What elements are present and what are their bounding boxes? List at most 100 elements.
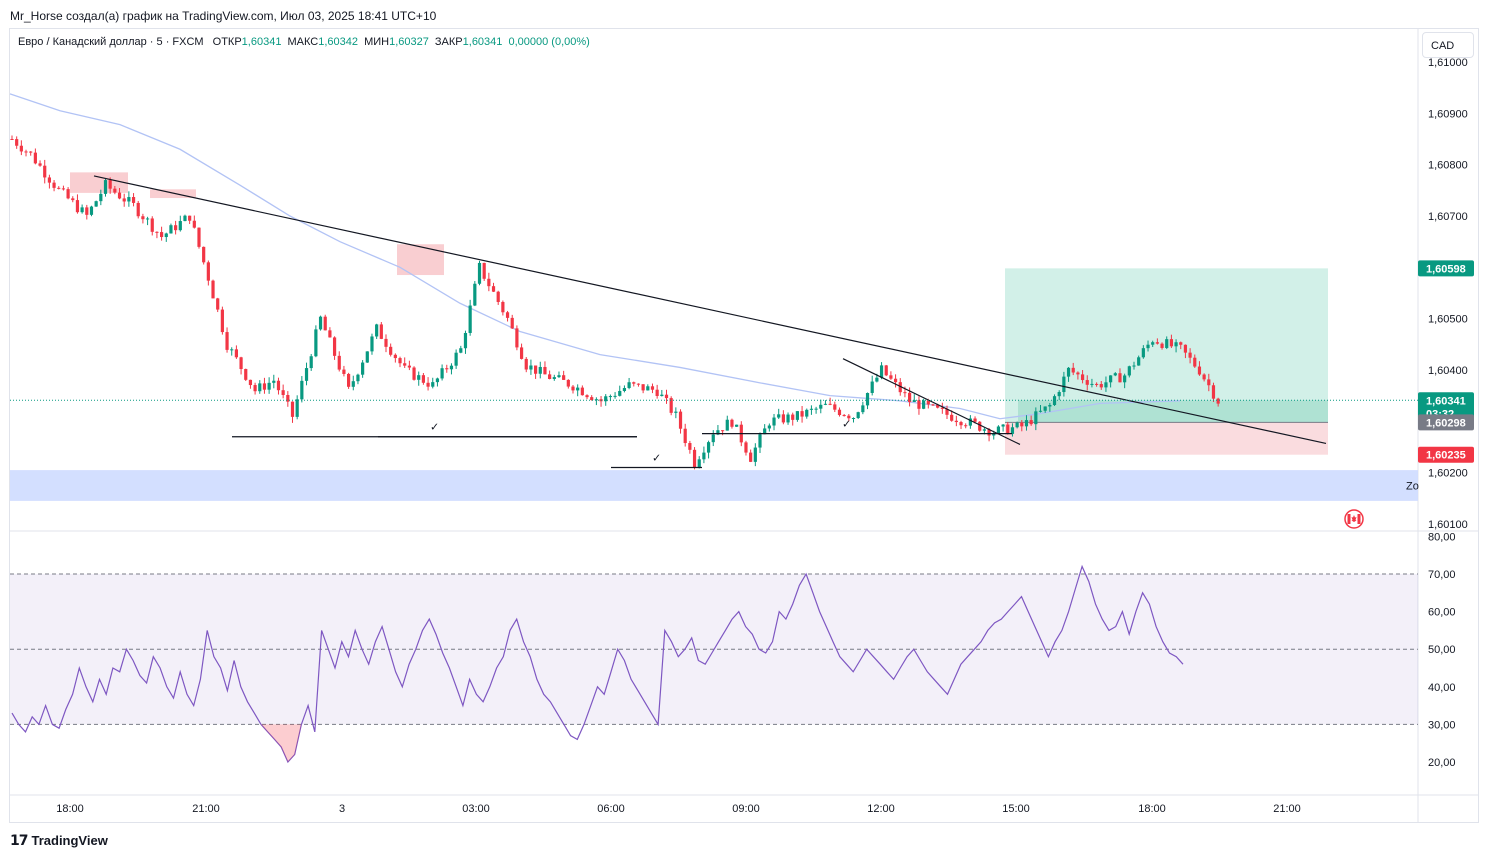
- moving-average-line[interactable]: [9, 93, 1181, 420]
- candle-body: [248, 379, 253, 386]
- candle-body: [1174, 342, 1178, 347]
- legend-high-value: 1,60342: [318, 36, 358, 48]
- candle-body: [697, 459, 701, 468]
- price-axis-tick: 1,60200: [1428, 468, 1468, 480]
- candle-body: [225, 332, 229, 350]
- candle-body: [174, 225, 178, 231]
- stop-price-tag[interactable]: [1418, 446, 1474, 463]
- target-price-tag[interactable]: [1418, 260, 1474, 277]
- candle-body: [945, 408, 949, 415]
- candle-body: [29, 151, 33, 153]
- candle-body: [239, 357, 243, 370]
- demand-zone-rect[interactable]: [10, 470, 1418, 501]
- candle-body: [328, 330, 332, 338]
- candle-body: [108, 180, 112, 189]
- candle-body: [767, 425, 771, 429]
- candle-body: [1001, 424, 1005, 427]
- price-axis-tick: 1,60400: [1428, 365, 1468, 377]
- candle-body: [1109, 375, 1113, 383]
- short-trendline[interactable]: [842, 358, 1021, 445]
- demand-zone-label: Zo: [1406, 481, 1419, 493]
- candle-body: [197, 227, 201, 247]
- candle-body: [356, 374, 360, 382]
- candle-body: [482, 262, 486, 279]
- candle-body: [75, 200, 80, 213]
- candle-body: [636, 383, 641, 385]
- candle-body: [1146, 344, 1150, 349]
- tradingview-logo[interactable]: 𝟭𝟳 TradingView: [10, 832, 108, 849]
- candle-body: [384, 338, 388, 347]
- candle-body: [865, 392, 870, 406]
- candle-body: [594, 399, 598, 401]
- time-axis-tick: 12:00: [867, 803, 895, 815]
- canada-flag-icon[interactable]: [1344, 509, 1364, 529]
- legend-open-value: 1,60341: [241, 36, 282, 48]
- candle-body: [519, 347, 524, 359]
- candle-body: [103, 180, 108, 194]
- candle-body: [1048, 405, 1052, 407]
- rsi-line[interactable]: [11, 564, 1184, 764]
- main-trendline[interactable]: [93, 175, 1327, 444]
- candle-body: [379, 324, 383, 339]
- currency-button[interactable]: CAD: [1422, 32, 1474, 58]
- candle-body: [57, 187, 61, 189]
- legend-symbol[interactable]: Евро / Канадский доллар · 5 · FXCM: [18, 36, 204, 48]
- candle-body: [922, 400, 926, 409]
- candle-body: [604, 396, 608, 402]
- support-check-1: ✓: [430, 422, 439, 434]
- candle-body: [188, 215, 192, 221]
- candle-body: [800, 411, 804, 417]
- candle-body: [650, 386, 655, 390]
- candle-body: [749, 452, 753, 462]
- candle-body: [276, 380, 281, 391]
- candle-body: [964, 425, 968, 427]
- candle-body: [851, 418, 856, 420]
- candle-body: [127, 197, 131, 202]
- price-axis-tick: 1,60500: [1428, 314, 1468, 326]
- entry-price-tag[interactable]: [1418, 414, 1474, 431]
- legend-change-value: 0,00000 (0,00%): [508, 36, 590, 48]
- candle-body: [968, 418, 972, 426]
- candle-body: [183, 215, 187, 222]
- candle-body: [791, 414, 795, 420]
- supply-box-1[interactable]: [70, 172, 128, 193]
- candle-body: [407, 365, 411, 368]
- candle-body: [1029, 420, 1033, 425]
- candle-body: [487, 278, 491, 287]
- candle-body: [926, 400, 930, 405]
- candle-body: [19, 145, 23, 152]
- candle-body: [987, 429, 991, 436]
- time-axis-tick: 21:00: [192, 803, 220, 815]
- candle-body: [403, 363, 407, 366]
- candle-body: [1123, 375, 1127, 383]
- candle-body: [669, 398, 673, 413]
- candle-body: [688, 443, 692, 450]
- symbol-legend: Евро / Канадский доллар · 5 · FXCM ОТКР1…: [18, 36, 590, 48]
- candle-body: [1020, 422, 1024, 427]
- candle-body: [1104, 382, 1108, 388]
- candle-body: [879, 365, 884, 378]
- candle-body: [889, 375, 893, 379]
- rsi-axis-tick: 30,00: [1428, 719, 1456, 731]
- candle-body: [875, 377, 879, 382]
- candle-body: [501, 301, 505, 313]
- last-price-tag[interactable]: [1418, 392, 1474, 421]
- candle-body: [347, 373, 351, 387]
- candle-body: [1202, 374, 1206, 380]
- rsi-oversold-fill: [254, 724, 309, 762]
- time-axis-tick: 06:00: [597, 803, 625, 815]
- candle-body: [169, 225, 173, 234]
- candle-body: [655, 389, 659, 396]
- candle-body: [351, 381, 355, 387]
- candle-body: [267, 382, 271, 390]
- candle-body: [1179, 342, 1183, 345]
- candle-body: [43, 165, 47, 178]
- candle-body: [1066, 367, 1071, 377]
- candle-body: [646, 386, 650, 391]
- candle-body: [515, 328, 519, 348]
- position-loss-zone[interactable]: [1005, 422, 1328, 455]
- candle-body: [683, 428, 687, 444]
- candle-body: [435, 378, 440, 383]
- candle-body: [1113, 373, 1117, 376]
